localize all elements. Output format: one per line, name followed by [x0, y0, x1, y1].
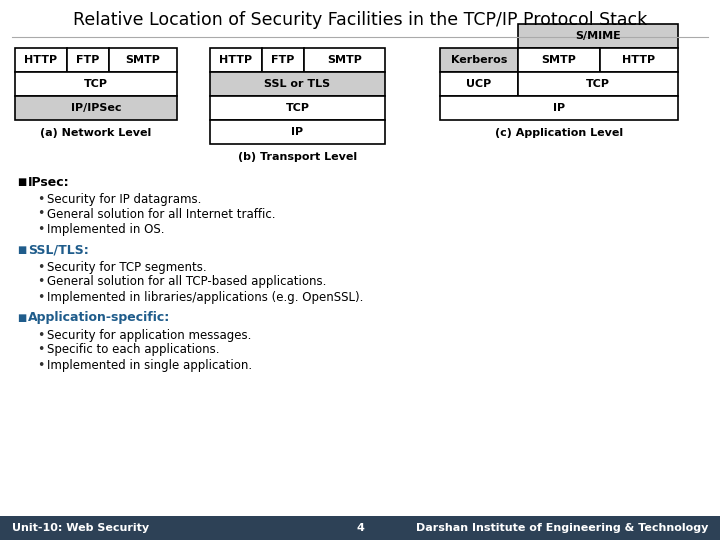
Text: HTTP: HTTP — [24, 55, 58, 65]
Text: Darshan Institute of Engineering & Technology: Darshan Institute of Engineering & Techn… — [415, 523, 708, 533]
Text: IP: IP — [553, 103, 565, 113]
Text: SMTP: SMTP — [541, 55, 577, 65]
Text: •: • — [37, 359, 45, 372]
Text: ■: ■ — [17, 245, 26, 255]
Text: FTP: FTP — [76, 55, 99, 65]
Text: Application-specific:: Application-specific: — [28, 312, 170, 325]
Text: •: • — [37, 291, 45, 303]
Text: ■: ■ — [17, 313, 26, 323]
Text: General solution for all Internet traffic.: General solution for all Internet traffi… — [47, 207, 276, 220]
Text: IP/IPSec: IP/IPSec — [71, 103, 121, 113]
FancyBboxPatch shape — [210, 96, 385, 120]
Text: FTP: FTP — [271, 55, 294, 65]
Text: Relative Location of Security Facilities in the TCP/IP Protocol Stack: Relative Location of Security Facilities… — [73, 11, 647, 29]
Text: Security for application messages.: Security for application messages. — [47, 328, 251, 341]
FancyBboxPatch shape — [15, 48, 67, 72]
Text: •: • — [37, 343, 45, 356]
Text: (c) Application Level: (c) Application Level — [495, 128, 623, 138]
FancyBboxPatch shape — [304, 48, 385, 72]
Text: General solution for all TCP-based applications.: General solution for all TCP-based appli… — [47, 275, 326, 288]
Text: Implemented in single application.: Implemented in single application. — [47, 359, 252, 372]
FancyBboxPatch shape — [210, 72, 385, 96]
FancyBboxPatch shape — [0, 516, 720, 540]
FancyBboxPatch shape — [210, 48, 262, 72]
Text: Implemented in libraries/applications (e.g. OpenSSL).: Implemented in libraries/applications (e… — [47, 291, 364, 303]
Text: ■: ■ — [17, 177, 26, 187]
Text: •: • — [37, 275, 45, 288]
Text: Security for TCP segments.: Security for TCP segments. — [47, 260, 207, 273]
Text: IP: IP — [292, 127, 304, 137]
Text: •: • — [37, 328, 45, 341]
Text: •: • — [37, 260, 45, 273]
FancyBboxPatch shape — [600, 48, 678, 72]
FancyBboxPatch shape — [210, 120, 385, 144]
Text: Specific to each applications.: Specific to each applications. — [47, 343, 220, 356]
FancyBboxPatch shape — [518, 24, 678, 48]
Text: Kerberos: Kerberos — [451, 55, 507, 65]
Text: •: • — [37, 192, 45, 206]
Text: •: • — [37, 222, 45, 235]
Text: TCP: TCP — [586, 79, 610, 89]
Text: TCP: TCP — [84, 79, 108, 89]
Text: SSL/TLS:: SSL/TLS: — [28, 244, 89, 256]
FancyBboxPatch shape — [262, 48, 304, 72]
FancyBboxPatch shape — [67, 48, 109, 72]
Text: SMTP: SMTP — [327, 55, 362, 65]
Text: HTTP: HTTP — [622, 55, 656, 65]
Text: Security for IP datagrams.: Security for IP datagrams. — [47, 192, 202, 206]
FancyBboxPatch shape — [440, 96, 678, 120]
Text: SSL or TLS: SSL or TLS — [264, 79, 330, 89]
Text: HTTP: HTTP — [220, 55, 253, 65]
FancyBboxPatch shape — [15, 96, 177, 120]
Text: Unit-10: Web Security: Unit-10: Web Security — [12, 523, 149, 533]
Text: IPsec:: IPsec: — [28, 176, 70, 188]
Text: SMTP: SMTP — [125, 55, 161, 65]
Text: (b) Transport Level: (b) Transport Level — [238, 152, 357, 162]
FancyBboxPatch shape — [518, 48, 600, 72]
FancyBboxPatch shape — [15, 72, 177, 96]
Text: (a) Network Level: (a) Network Level — [40, 128, 152, 138]
FancyBboxPatch shape — [440, 48, 518, 72]
Text: 4: 4 — [356, 523, 364, 533]
FancyBboxPatch shape — [109, 48, 177, 72]
FancyBboxPatch shape — [440, 72, 518, 96]
Text: Implemented in OS.: Implemented in OS. — [47, 222, 164, 235]
Text: UCP: UCP — [467, 79, 492, 89]
Text: TCP: TCP — [286, 103, 310, 113]
Text: S/MIME: S/MIME — [575, 31, 621, 41]
Text: •: • — [37, 207, 45, 220]
FancyBboxPatch shape — [518, 72, 678, 96]
